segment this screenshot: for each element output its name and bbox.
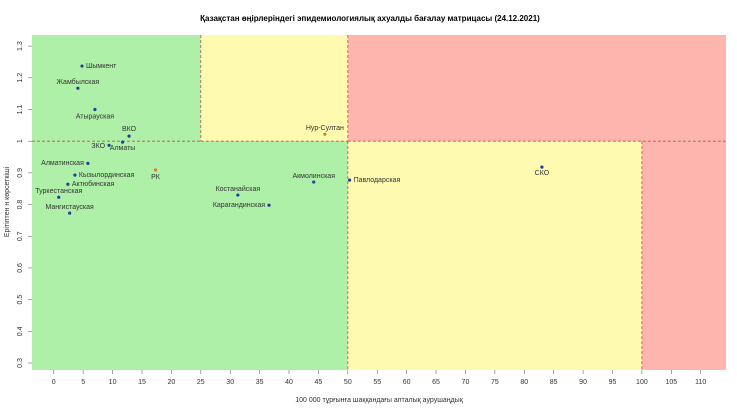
y-tick-label: 0.5 — [17, 295, 24, 305]
x-tick-label: 25 — [197, 379, 205, 386]
y-tick-label: 0.3 — [17, 358, 24, 368]
point — [68, 211, 72, 215]
x-tick-label: 95 — [609, 379, 617, 386]
point — [76, 86, 80, 90]
y-tick-label: 1 — [17, 139, 24, 143]
point-label: РК — [151, 174, 161, 181]
zone — [32, 141, 348, 370]
x-tick-label: 45 — [315, 379, 323, 386]
x-tick-label: 80 — [520, 379, 528, 386]
zone — [200, 35, 348, 142]
y-tick-label: 0.7 — [17, 231, 24, 241]
point-label: Нур-Султан — [306, 125, 344, 132]
x-tick-label: 5 — [81, 379, 85, 386]
x-tick-label: 15 — [138, 379, 146, 386]
zone — [347, 141, 642, 370]
x-tick-label: 110 — [695, 379, 706, 386]
point — [73, 173, 77, 177]
x-tick-label: 105 — [665, 379, 677, 386]
y-tick-label: 0.6 — [17, 263, 24, 273]
y-tick-label: 0.9 — [17, 168, 24, 178]
point — [323, 132, 327, 136]
point-label: Атырауская — [76, 113, 114, 120]
zone — [347, 35, 726, 142]
y-tick-label: 1.2 — [17, 73, 24, 83]
point-label: СКО — [535, 170, 550, 177]
x-tick-label: 30 — [226, 379, 234, 386]
x-tick-label: 85 — [550, 379, 558, 386]
point-label: Туркестанская — [35, 188, 82, 195]
x-tick-label: 70 — [462, 379, 470, 386]
point — [80, 64, 84, 68]
chart-title: Қазақстан өңірлеріндегі эпидемиологиялық… — [200, 14, 540, 23]
point — [86, 161, 90, 165]
x-tick-label: 0 — [52, 379, 56, 386]
zone — [32, 35, 201, 142]
x-tick-label: 75 — [491, 379, 499, 386]
point-label: Алматинская — [41, 160, 84, 167]
point — [120, 140, 125, 144]
point — [540, 165, 544, 169]
point-label: Мангистауская — [45, 204, 94, 211]
point-label: ВКО — [122, 126, 137, 133]
x-axis-label: 100 000 тұрғынға шаққандағы апталық ауру… — [295, 397, 463, 404]
y-tick-label: 1.3 — [17, 41, 24, 51]
point-label: Карагандинская — [213, 202, 265, 209]
point — [267, 203, 271, 207]
point — [127, 134, 131, 138]
x-tick-label: 90 — [579, 379, 587, 386]
x-tick-label: 100 — [636, 379, 648, 386]
y-tick-label: 0.4 — [17, 326, 24, 336]
point-label: Актюбинская — [72, 180, 115, 188]
y-tick-label: 0.8 — [17, 200, 24, 210]
point — [107, 143, 111, 147]
point — [93, 107, 97, 112]
point — [57, 195, 61, 199]
point — [236, 193, 240, 197]
x-tick-label: 50 — [344, 379, 352, 386]
point-label: ЗКО — [91, 143, 105, 150]
zone — [641, 141, 726, 370]
point-label: Павлодарская — [354, 177, 401, 184]
y-axis-label: Ерітіптен н көрсеткіші — [3, 166, 11, 237]
y-tick-label: 1.1 — [17, 105, 24, 115]
point-label: Кызылординская — [79, 172, 135, 179]
x-tick-label: 55 — [373, 379, 381, 386]
x-tick-label: 40 — [285, 379, 293, 386]
x-tick-label: 10 — [109, 379, 117, 386]
x-tick-label: 65 — [432, 379, 440, 386]
point-label: Костанайская — [216, 185, 261, 193]
point-label: Жамбылская — [57, 78, 100, 86]
point — [312, 180, 316, 184]
point — [66, 182, 70, 186]
x-tick-label: 20 — [167, 379, 175, 386]
x-tick-label: 60 — [403, 379, 411, 386]
point — [347, 178, 352, 182]
point-label: Акмолинская — [292, 173, 335, 180]
x-tick-label: 35 — [256, 379, 264, 386]
point — [153, 168, 158, 172]
point-label: Шымкент — [86, 63, 117, 70]
point-label: Алматы — [110, 145, 136, 152]
